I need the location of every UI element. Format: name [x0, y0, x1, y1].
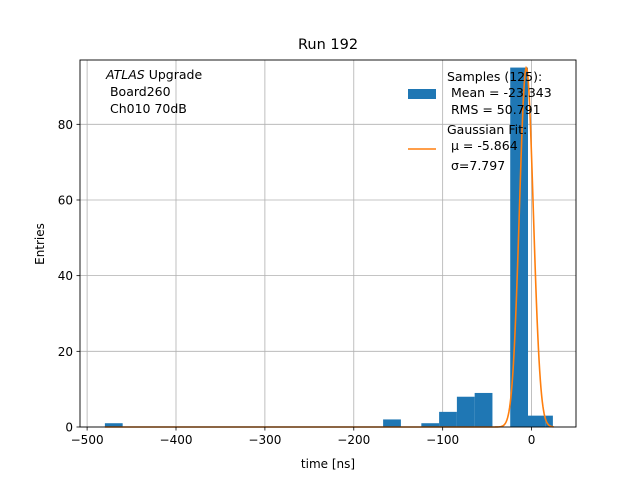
- annotation-line-2: Board260: [106, 84, 171, 99]
- histogram-bar: [383, 419, 401, 427]
- y-tick-label: 20: [58, 345, 73, 359]
- x-tick-label: −100: [426, 433, 459, 447]
- histogram-bar: [474, 392, 493, 427]
- legend-fit-line-1: Gaussian Fit:: [447, 122, 527, 137]
- annotation-line-1: ATLAS Upgrade: [105, 67, 202, 82]
- y-axis-label: Entries: [33, 223, 47, 265]
- histogram-bar: [439, 411, 457, 427]
- x-tick-label: −200: [337, 433, 370, 447]
- chart-title: Run 192: [298, 37, 358, 53]
- annotation-line-3: Ch010 70dB: [106, 101, 187, 116]
- x-tick-label: −400: [160, 433, 193, 447]
- y-tick-label: 40: [58, 269, 73, 283]
- histogram-bar: [104, 423, 123, 427]
- annotation: ATLAS Upgrade Board260 Ch010 70dB: [105, 67, 202, 116]
- y-tick-label: 60: [58, 193, 73, 207]
- legend: Samples (125): Mean = -23.343 RMS = 50.7…: [408, 69, 552, 173]
- x-axis-label: time [ns]: [301, 457, 355, 471]
- histogram-bar: [456, 396, 475, 427]
- legend-samples-line-3: RMS = 50.791: [447, 102, 541, 117]
- legend-fit-line-2: μ = -5.864: [447, 138, 518, 153]
- x-tick-label: −500: [71, 433, 104, 447]
- annotation-upgrade: Upgrade: [145, 67, 203, 82]
- plot-frame: [79, 59, 577, 428]
- legend-samples-line-1: Samples (125):: [447, 69, 542, 84]
- histogram-bar: [545, 415, 553, 427]
- x-tick-label: −300: [248, 433, 281, 447]
- legend-fit-line-3: σ=7.797: [447, 158, 505, 173]
- histogram-bar: [528, 415, 546, 427]
- annotation-atlas: ATLAS: [105, 67, 145, 82]
- x-tick-label: 0: [528, 433, 536, 447]
- axis-ticks: −500 −400 −300 −200 −100 0 0 20 40 60 80: [58, 118, 536, 447]
- histogram-bar: [421, 423, 440, 427]
- legend-samples-swatch: [408, 89, 436, 99]
- y-tick-label: 0: [65, 421, 73, 435]
- y-tick-label: 80: [58, 118, 73, 132]
- legend-samples-line-2: Mean = -23.343: [447, 85, 552, 100]
